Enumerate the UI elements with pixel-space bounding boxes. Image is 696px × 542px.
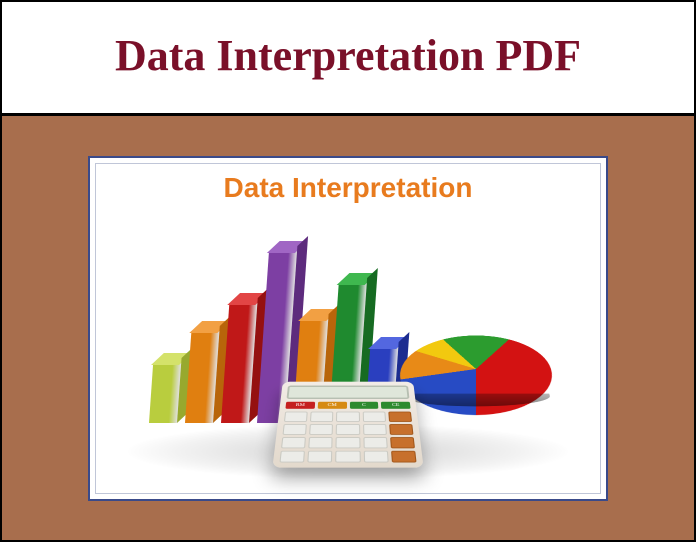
bar (185, 331, 219, 423)
calc-key (336, 424, 360, 435)
calc-fn-key: RM (285, 401, 315, 408)
pie-chart (401, 294, 551, 399)
calc-key (336, 450, 361, 462)
calc-key (362, 411, 385, 421)
calc-key (283, 424, 307, 435)
calc-key (390, 437, 415, 448)
calc-key (388, 411, 412, 421)
calc-key (391, 450, 417, 462)
header: Data Interpretation PDF (2, 2, 694, 113)
calc-key (336, 411, 359, 421)
bar (149, 363, 181, 423)
calculator-icon: RMCMCCE (272, 381, 423, 467)
calc-key (309, 424, 333, 435)
page-frame: Data Interpretation PDF Data Interpretat… (0, 0, 696, 542)
calc-key (279, 450, 305, 462)
calculator-keypad (279, 411, 416, 462)
body-area: Data Interpretation RMCMCCE (2, 116, 694, 540)
calculator-fn-row: RMCMCCE (285, 401, 410, 408)
calc-key (363, 437, 388, 448)
calc-fn-key: CE (381, 401, 411, 408)
calc-fn-key: C (349, 401, 378, 408)
calc-key (363, 424, 387, 435)
card-title: Data Interpretation (224, 172, 473, 204)
calc-key (308, 437, 333, 448)
calc-fn-key: CM (317, 401, 346, 408)
page-title: Data Interpretation PDF (12, 30, 684, 81)
calc-key (281, 437, 306, 448)
calc-key (363, 450, 388, 462)
illustration-card: Data Interpretation RMCMCCE (88, 156, 608, 501)
calc-key (308, 450, 333, 462)
calc-key (389, 424, 413, 435)
illustration-scene: RMCMCCE (90, 204, 606, 499)
calc-key (310, 411, 333, 421)
calc-key (284, 411, 308, 421)
calculator-screen (286, 385, 409, 398)
calc-key (336, 437, 360, 448)
